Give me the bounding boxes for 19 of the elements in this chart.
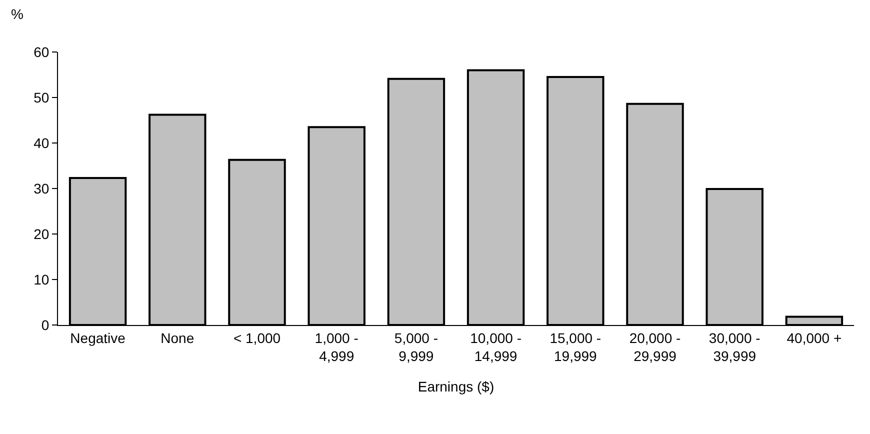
- y-tick-label: 0: [41, 316, 50, 333]
- x-tick-label: 20,000 - 29,999: [629, 330, 682, 364]
- x-tick-label: 40,000 +: [786, 330, 842, 346]
- x-tick-label: 5,000 - 9,999: [394, 330, 438, 364]
- y-axis-title: %: [11, 6, 24, 22]
- x-axis-title: Earnings ($): [418, 378, 494, 394]
- x-tick-label: None: [160, 330, 194, 346]
- x-tick-label: 15,000 - 19,999: [550, 330, 602, 364]
- x-tick-label: Negative: [70, 330, 126, 346]
- x-tick-label: 30,000 - 39,999: [708, 330, 761, 364]
- y-tick-label: 20: [34, 226, 50, 242]
- y-tick-label: 50: [34, 89, 50, 106]
- x-tick-label: < 1,000: [233, 330, 281, 346]
- y-tick-label: 10: [34, 271, 50, 288]
- y-tick-label: 60: [34, 44, 50, 60]
- x-tick-label: 10,000 - 14,999: [470, 330, 522, 364]
- y-tick-label: 40: [34, 134, 50, 151]
- y-tick-label: 30: [34, 180, 50, 196]
- x-tick-label: 1,000 - 4,999: [314, 330, 359, 364]
